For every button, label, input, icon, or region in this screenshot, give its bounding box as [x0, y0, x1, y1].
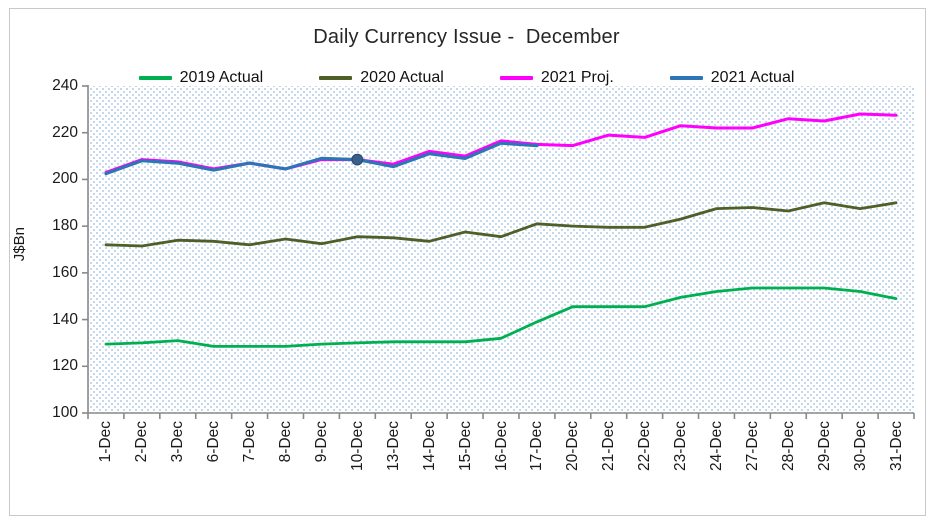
legend-line-swatch-2021-proj	[499, 76, 533, 80]
y-axis-label-120: 120	[52, 357, 78, 375]
x-axis-label-22-Dec: 22-Dec	[636, 421, 654, 471]
legend-line-swatch-2020-actual	[319, 76, 353, 80]
x-axis-label-15-Dec: 15-Dec	[456, 421, 474, 471]
y-axis-label-220: 220	[52, 123, 78, 141]
legend-line-swatch-2021-actual	[669, 76, 703, 80]
x-axis-label-30-Dec: 30-Dec	[851, 421, 869, 471]
legend-item-2021-actual: 2021 Actual	[669, 69, 795, 87]
y-axis-label-240: 240	[52, 77, 78, 94]
x-axis-label-2-Dec: 2-Dec	[133, 421, 151, 463]
y-axis-label-200: 200	[52, 170, 78, 188]
x-axis-label-6-Dec: 6-Dec	[205, 421, 223, 463]
x-axis-label-21-Dec: 21-Dec	[600, 421, 618, 471]
legend-item-2020-actual: 2020 Actual	[319, 69, 444, 87]
y-axis-title: J$Bn	[11, 227, 28, 262]
x-axis-label-1-Dec: 1-Dec	[97, 421, 115, 463]
chart-title: Daily Currency Issue - December	[313, 26, 620, 48]
y-axis-label-100: 100	[52, 404, 78, 421]
x-axis-label-27-Dec: 27-Dec	[743, 421, 761, 471]
legend-label-2020-actual: 2020 Actual	[360, 69, 444, 86]
x-axis-label-20-Dec: 20-Dec	[564, 421, 582, 471]
chart-border-frame	[9, 8, 926, 516]
legend-label-2021-actual: 2021 Actual	[710, 69, 795, 86]
x-axis-label-28-Dec: 28-Dec	[779, 421, 797, 471]
x-axis-label-31-Dec: 31-Dec	[887, 421, 905, 471]
x-axis-label-3-Dec: 3-Dec	[169, 421, 187, 463]
x-axis-label-23-Dec: 23-Dec	[672, 421, 690, 471]
y-axis-label-140: 140	[52, 310, 78, 328]
legend-label-2019-actual: 2019 Actual	[179, 69, 264, 86]
x-axis-label-9-Dec: 9-Dec	[312, 421, 330, 463]
y-axis-label-160: 160	[52, 263, 78, 281]
legend-item-2021-proj: 2021 Proj.	[499, 69, 614, 87]
x-axis-label-17-Dec: 17-Dec	[528, 421, 546, 471]
x-axis-label-16-Dec: 16-Dec	[492, 421, 510, 471]
x-axis-label-13-Dec: 13-Dec	[384, 421, 402, 471]
x-axis-label-10-Dec: 10-Dec	[348, 421, 366, 471]
x-axis-label-7-Dec: 7-Dec	[241, 421, 259, 463]
legend-label-2021-proj: 2021 Proj.	[540, 69, 614, 86]
x-axis-label-8-Dec: 8-Dec	[277, 421, 295, 463]
legend-line-swatch-2019-actual	[138, 76, 172, 80]
x-axis-label-29-Dec: 29-Dec	[815, 421, 833, 471]
chart-legend: 2019 Actual 2020 Actual 2021 Proj. 2021 …	[0, 69, 933, 87]
x-axis-label-24-Dec: 24-Dec	[707, 421, 725, 471]
legend-item-2019-actual: 2019 Actual	[138, 69, 264, 87]
y-axis-label-180: 180	[52, 217, 78, 235]
plot-area	[88, 86, 914, 413]
x-axis-label-14-Dec: 14-Dec	[420, 421, 438, 471]
